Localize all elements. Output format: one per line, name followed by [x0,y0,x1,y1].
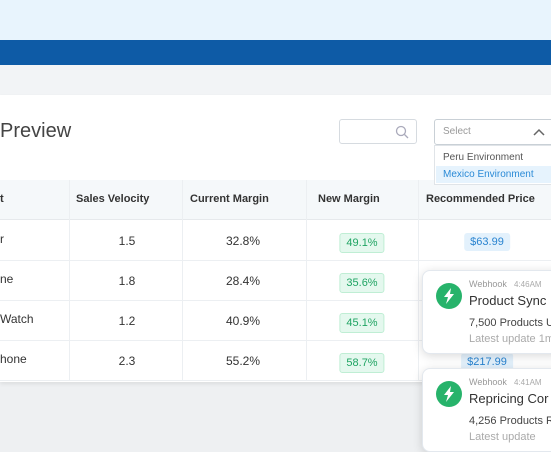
option[interactable]: Mexico Environment [443,169,534,180]
cell: 40.9% [225,314,261,328]
sub-bar [0,65,551,95]
select-placeholder: Select [443,126,471,137]
new-margin-badge: 58.7% [339,353,385,373]
price-badge: $63.99 [464,233,510,251]
new-margin-badge: 45.1% [339,313,385,333]
search-box[interactable] [339,119,417,144]
cell: 32.8% [225,234,261,248]
option[interactable]: Peru Environment [443,152,524,163]
cell: 28.4% [225,274,261,288]
header-row [0,180,551,220]
cell: 1.2 [118,314,136,328]
row-divider [0,260,551,261]
search-icon [395,125,409,139]
toast-source: Webhook [469,377,507,387]
product-name: r [0,232,4,246]
product-name: ne [0,272,14,286]
cell: 55.2% [225,354,261,368]
toast-detail: Latest update 1m [469,333,551,345]
new-margin-badge: 35.6% [339,273,385,293]
column-header: Recommended Price [426,193,535,205]
table: t Sales Velocity Current Margin New Margin R… [0,180,551,381]
row-divider [0,380,551,381]
column-separator [69,180,70,380]
price-badge: $217.99 [461,353,513,371]
page-title: Preview [0,120,72,142]
column-separator [306,180,307,380]
column-separator [418,180,419,380]
column-separator [182,180,183,380]
toast-body: 7,500 Products U [469,317,551,329]
cell: 1.5 [118,234,136,248]
dropdown: Peru Environment Mexico Environment [434,145,551,185]
column-header: t [0,193,4,205]
column-header: Current Margin [190,193,269,205]
notifications: Webhook 4:46AM Product Sync 7,500 Products … [422,270,551,452]
row-divider [0,300,551,301]
product-name: Watch [0,312,34,326]
toast-title: Repricing Cor [469,391,549,406]
toast-detail: Latest update [469,431,536,443]
new-margin-badge: 49.1% [339,233,385,253]
toast-icon [436,381,462,407]
chevron [533,128,545,136]
bolt [444,386,454,402]
top-band [0,0,551,40]
toast-icon [436,283,462,309]
toast-time: 4:46AM [514,280,542,289]
toast[interactable]: Webhook 4:41AM Repricing Cor 4,256 Products… [422,368,551,452]
cell: 2.3 [118,354,136,368]
select-box[interactable]: Select [434,119,551,145]
column-header: Sales Velocity [76,193,150,205]
cell: 1.8 [118,274,136,288]
option-highlight[interactable]: Mexico Environment [436,166,551,183]
toast-source: Webhook [469,279,507,289]
row-divider [0,340,551,341]
toast[interactable]: Webhook 4:46AM Product Sync 7,500 Products … [422,270,551,354]
column-header: New Margin [318,193,380,205]
toast-time: 4:41AM [514,378,542,387]
bolt [444,288,454,304]
product-name: hone [0,352,27,366]
toast-body: 4,256 Products R [469,415,551,427]
toast-title: Product Sync [469,293,547,308]
nav-bar [0,40,551,65]
